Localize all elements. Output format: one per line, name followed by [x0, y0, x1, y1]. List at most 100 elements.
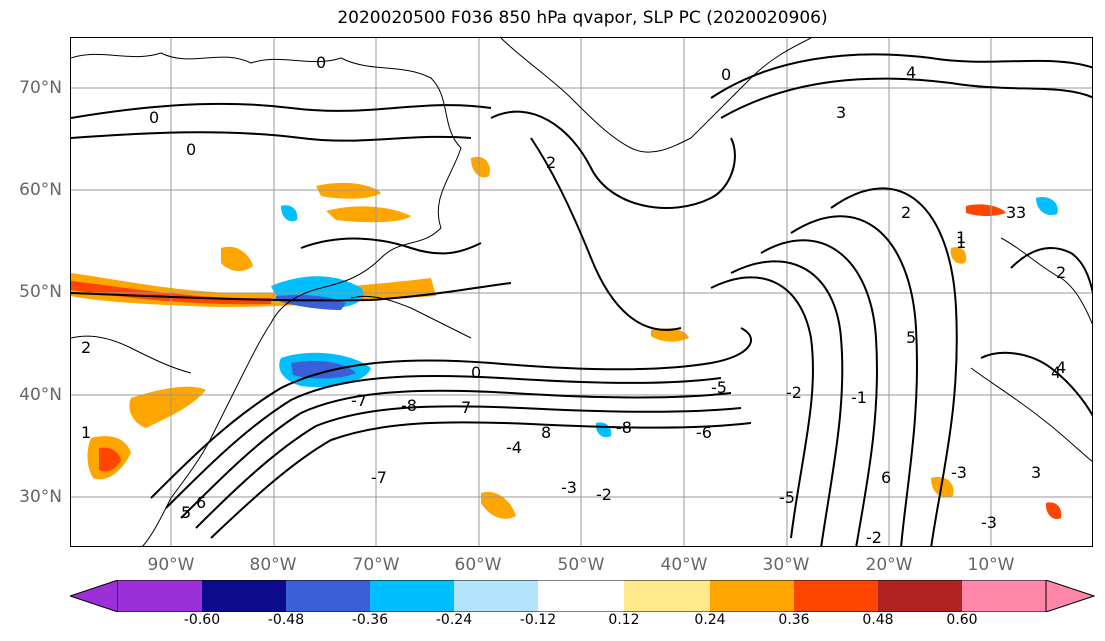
colorbar-tick-label: 0.12 — [608, 612, 640, 628]
contour-label: 0 — [471, 363, 481, 382]
lat-label-50n: 50°N — [19, 282, 62, 302]
shading-blob-orange-5 — [326, 206, 411, 223]
contour-label: -4 — [506, 438, 522, 457]
lon-label-50w: 50°W — [557, 555, 605, 575]
colorbar-extend-min — [70, 580, 119, 612]
contour-label: 3 — [836, 103, 846, 122]
colorbar-segment — [624, 580, 710, 612]
contour-label: -7 — [351, 391, 367, 410]
map-title: 2020020500 F036 850 hPa qvapor, SLP PC (… — [337, 8, 828, 28]
contour-label: -8 — [616, 418, 632, 437]
contour-label: 4 — [906, 63, 916, 82]
contour-label: -5 — [779, 488, 795, 507]
contour-labels: 0 0 0 0 2 3 4 3 2 1 5 6 7 8 -8 -7 -6 -5 … — [81, 53, 1066, 547]
contour-label: 3 — [1016, 203, 1026, 222]
contour-label: -2 — [786, 383, 802, 402]
lat-label-70n: 70°N — [19, 78, 62, 98]
contour-label: -5 — [711, 378, 727, 397]
shading-blob-blue-5 — [1036, 197, 1058, 216]
colorbar — [70, 580, 1095, 612]
lat-label-30n: 30°N — [19, 487, 62, 507]
colorbar-segment — [962, 580, 1046, 612]
shading-blob-blue-4 — [595, 422, 612, 438]
colorbar-segment — [538, 580, 624, 612]
shading-blob-orange-9 — [931, 477, 954, 498]
colorbar-segment — [878, 580, 962, 612]
shading-blob-orange-10 — [950, 247, 967, 264]
shading-blob-red-3 — [966, 204, 1006, 217]
contour-label: 1 — [81, 423, 91, 442]
colorbar-tick-label: 0.48 — [862, 612, 894, 628]
contour-label: 4 — [1051, 363, 1061, 382]
contour-label: 0 — [316, 53, 326, 72]
contour-label: -3 — [561, 478, 577, 497]
colorbar-segment — [710, 580, 794, 612]
contour-label: 2 — [81, 338, 91, 357]
colorbar-tick-label: -0.48 — [267, 612, 305, 628]
contour-label: 2 — [1056, 263, 1066, 282]
contour-label: 3 — [1006, 203, 1016, 222]
colorbar-tick-label: 0.36 — [778, 612, 810, 628]
colorbar-tick-label: -0.60 — [183, 612, 221, 628]
colorbar-tick-label: -0.24 — [435, 612, 473, 628]
contour-label: -8 — [401, 396, 417, 415]
contour-label: -3 — [951, 463, 967, 482]
contour-label: -6 — [696, 423, 712, 442]
colorbar-segment — [370, 580, 454, 612]
shading-blob-red-4 — [1045, 502, 1062, 520]
shading-blob-red-2 — [99, 447, 121, 472]
colorbar-segment — [454, 580, 538, 612]
map-panel: 0 0 0 0 2 3 4 3 2 1 5 6 7 8 -8 -7 -6 -5 … — [70, 37, 1093, 547]
colorbar-segment — [202, 580, 286, 612]
colorbar-segment — [794, 580, 878, 612]
lat-label-60n: 60°N — [19, 180, 62, 200]
coastlines — [71, 38, 1092, 546]
shading-blob-orange-7 — [481, 491, 516, 519]
colorbar-tick-label: 0.60 — [946, 612, 978, 628]
contour-label: 5 — [181, 503, 191, 522]
lon-label-20w: 20°W — [865, 555, 913, 575]
shading-blob-orange-4 — [316, 182, 381, 199]
contour-label: 6 — [881, 468, 891, 487]
shading-blob-navy-2 — [291, 361, 356, 379]
colorbar-tick-label: -0.36 — [351, 612, 389, 628]
graticule — [71, 38, 1092, 546]
contour-label: 0 — [721, 65, 731, 84]
colorbar-tick-label: 0.24 — [694, 612, 726, 628]
contour-label: 2 — [546, 153, 556, 172]
contour-label: -1 — [851, 388, 867, 407]
shading-blob-orange-3 — [221, 246, 253, 272]
lon-label-90w: 90°W — [147, 555, 195, 575]
shading-blob-orange-8 — [651, 328, 689, 342]
lon-label-30w: 30°W — [762, 555, 810, 575]
lon-label-10w: 10°W — [967, 555, 1015, 575]
contour-label: 4 — [1056, 358, 1066, 377]
contour-label: 1 — [956, 228, 966, 247]
contour-label: 0 — [186, 140, 196, 159]
shading-blob-blue-3 — [281, 205, 298, 222]
shading-blob-orange-6 — [471, 156, 490, 178]
slp-contours — [71, 53, 1092, 546]
lon-label-80w: 80°W — [249, 555, 297, 575]
colorbar-extend-max — [1045, 580, 1095, 612]
lat-label-40n: 40°N — [19, 385, 62, 405]
lon-label-60w: 60°W — [454, 555, 502, 575]
contour-label: 7 — [461, 398, 471, 417]
contour-label: 8 — [541, 423, 551, 442]
contour-label: 0 — [149, 108, 159, 127]
colorbar-segment — [118, 580, 202, 612]
lon-label-40w: 40°W — [660, 555, 708, 575]
lon-label-70w: 70°W — [352, 555, 400, 575]
contour-label: 3 — [1031, 463, 1041, 482]
contour-label: 1 — [956, 233, 966, 252]
contour-label: -7 — [371, 468, 387, 487]
contour-label: 6 — [196, 493, 206, 512]
colorbar-segment — [286, 580, 370, 612]
contour-label: -2 — [866, 528, 882, 547]
contour-label: -2 — [596, 485, 612, 504]
colorbar-tick-label: -0.12 — [519, 612, 557, 628]
contour-label: -3 — [981, 513, 997, 532]
contour-label: 5 — [906, 328, 916, 347]
shading-blob-orange-1 — [129, 386, 206, 428]
map-plot: 0 0 0 0 2 3 4 3 2 1 5 6 7 8 -8 -7 -6 -5 … — [71, 38, 1092, 547]
